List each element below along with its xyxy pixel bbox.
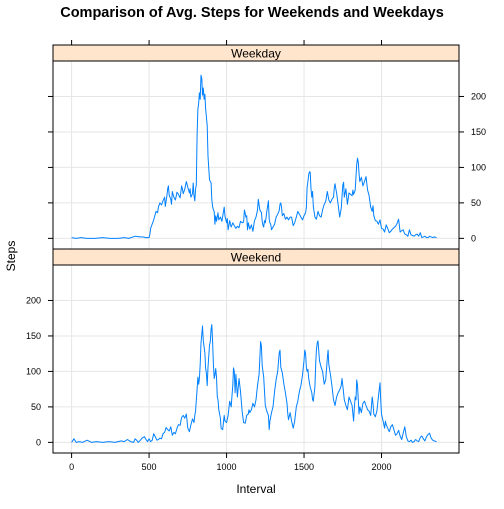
y-tick-label: 0: [471, 234, 476, 244]
x-tick-label: 500: [142, 462, 157, 472]
y-tick-label: 100: [471, 163, 486, 173]
y-tick-label: 50: [31, 402, 41, 412]
x-tick-label: 0: [69, 462, 74, 472]
x-tick-label: 1000: [217, 462, 237, 472]
panel-weekday: Weekday 0 50 100 150 200: [48, 44, 486, 250]
y-tick-label: 200: [471, 92, 486, 102]
y-tick-label: 50: [471, 198, 481, 208]
x-tick-label: 2000: [372, 462, 392, 472]
panel-border: [52, 264, 460, 454]
y-tick-label: 100: [26, 367, 41, 377]
y-axis-title: Steps: [4, 241, 18, 272]
chart-title: Comparison of Avg. Steps for Weekends an…: [60, 5, 444, 21]
strip-label-weekend: Weekend: [231, 251, 281, 265]
x-tick-label: 1500: [294, 462, 314, 472]
y-tick-label: 150: [471, 127, 486, 137]
series-line-weekday: [71, 74, 437, 239]
y-tick-label: 200: [26, 296, 41, 306]
series-line-weekend: [71, 324, 437, 443]
y-tick-label: 0: [36, 438, 41, 448]
y-tick-label: 150: [26, 331, 41, 341]
x-axis: 0 500 1000 1500 2000: [69, 40, 392, 472]
strip-label-weekday: Weekday: [231, 47, 281, 61]
x-axis-title: Interval: [236, 482, 275, 496]
panel-weekend: Weekend 0 50 100 150 200: [26, 248, 464, 454]
